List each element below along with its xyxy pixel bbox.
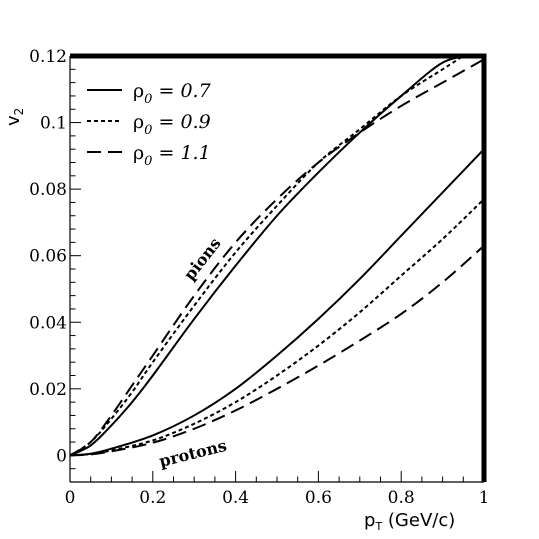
x-tick-label: 0 [65, 488, 76, 508]
y-axis-title: v2 [3, 108, 26, 126]
legend-label: ρ0 = 0.9 [133, 111, 211, 138]
series-layer [70, 56, 484, 457]
protons-curve-solid [70, 148, 484, 457]
x-tick-label: 0.8 [388, 488, 415, 508]
annotation-pions: pions [180, 234, 225, 284]
legend: ρ0 = 0.7 ρ0 = 0.9 ρ0 = 1.1 [87, 80, 212, 169]
y-tick-label: 0.1 [40, 114, 67, 134]
legend-label: ρ0 = 1.1 [133, 142, 211, 169]
protons-curve-dashed [70, 244, 484, 457]
pions-curve-dashdot [70, 56, 464, 457]
legend-label: ρ0 = 0.7 [133, 80, 212, 107]
x-tick-label: 1 [479, 488, 490, 508]
x-axis-title: pT (GeV/c) [364, 510, 455, 533]
y-tick-label: 0.08 [29, 180, 67, 200]
x-tick-label: 0.2 [139, 488, 166, 508]
pions-curve-dashed [70, 58, 484, 457]
annotation-protons: protons [157, 436, 229, 471]
protons-curve-dashdot [70, 198, 484, 457]
tick-layer: 0 0.2 0.4 0.6 0.8 1 0 0.02 0.04 0.06 0.08 0.1 0.12 [29, 47, 489, 508]
y-tick-label: 0.06 [29, 247, 67, 267]
y-tick-label: 0.02 [29, 380, 67, 400]
y-tick-label: 0 [56, 446, 67, 466]
y-tick-label: 0.04 [29, 313, 67, 333]
x-tick-label: 0.6 [305, 488, 332, 508]
x-tick-label: 0.4 [222, 488, 249, 508]
axes-layer [69, 53, 487, 483]
y-tick-label: 0.12 [29, 47, 67, 67]
